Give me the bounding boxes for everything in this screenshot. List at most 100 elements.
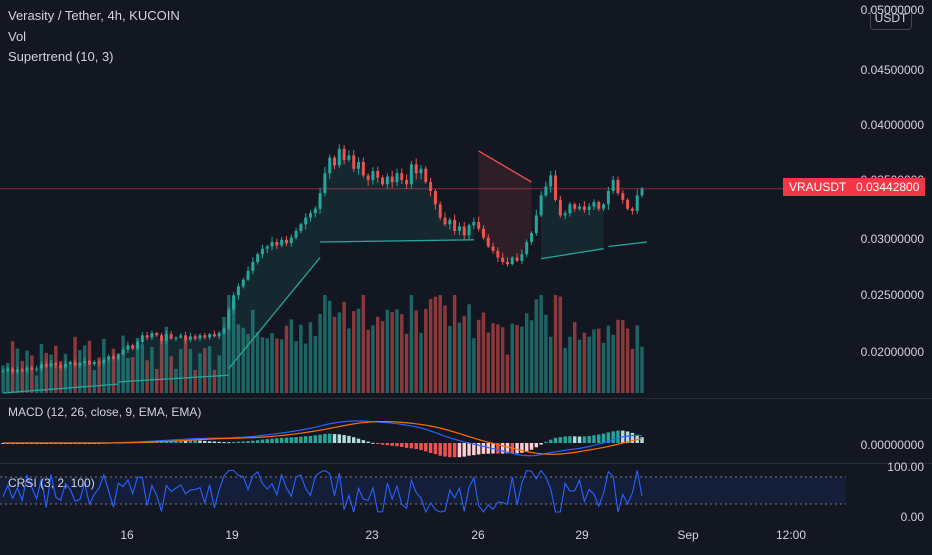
- volume-bar: [299, 324, 303, 393]
- candle-body: [73, 361, 77, 366]
- currency-button[interactable]: USDT: [870, 6, 912, 30]
- volume-layer: [1, 295, 644, 393]
- crsi-indicator-label[interactable]: CRSI (3, 2, 100): [8, 476, 95, 490]
- supertrend-fill: [3, 354, 119, 393]
- candle-body: [140, 335, 144, 342]
- volume-bar: [597, 328, 601, 393]
- candle-body: [616, 179, 620, 194]
- macd-histogram-bar: [558, 437, 563, 443]
- candle-body: [395, 173, 399, 183]
- candle-body: [169, 334, 173, 339]
- candle-body: [501, 257, 505, 263]
- candle-body: [39, 364, 43, 369]
- macd-histogram-bar: [323, 433, 327, 443]
- volume-bar: [553, 295, 558, 393]
- volume-bar: [203, 348, 207, 393]
- candle-body: [284, 239, 288, 244]
- macd-histogram-bar: [587, 435, 591, 443]
- volume-bar: [404, 333, 409, 393]
- macd-histogram-bar: [577, 436, 582, 443]
- candle-body: [212, 334, 216, 337]
- volume-bar: [121, 335, 125, 393]
- volume-bar: [30, 355, 34, 393]
- macd-histogram-bar: [188, 440, 193, 443]
- volume-bar: [188, 349, 193, 393]
- volume-bar: [616, 319, 620, 393]
- macd-histogram-bar: [448, 443, 452, 458]
- macd-histogram-bar: [548, 439, 553, 443]
- candle-body: [222, 328, 226, 334]
- macd-histogram-bar: [496, 443, 500, 454]
- candle-body: [457, 226, 461, 231]
- volume-bar: [361, 295, 366, 393]
- candle-body: [568, 204, 572, 214]
- candle-body: [534, 215, 538, 234]
- volume-bar: [327, 300, 332, 393]
- volume-indicator-label[interactable]: Vol: [8, 29, 27, 44]
- macd-histogram-bar: [342, 435, 346, 443]
- time-tick-label: 19: [225, 528, 239, 542]
- volume-bar: [241, 327, 245, 393]
- candle-body: [337, 148, 341, 166]
- macd-histogram-bar: [529, 443, 534, 450]
- volume-bar: [568, 336, 572, 393]
- macd-histogram-bar: [606, 432, 611, 443]
- macd-histogram-bar: [174, 440, 178, 443]
- volume-bar: [294, 341, 298, 393]
- candle-body: [270, 242, 274, 247]
- candle-body: [472, 222, 476, 226]
- candle-body: [251, 262, 255, 271]
- macd-histogram-bar: [227, 442, 231, 444]
- macd-histogram-bar: [395, 443, 399, 447]
- volume-bar: [400, 314, 404, 393]
- macd-histogram-bar: [356, 438, 361, 443]
- macd-histogram-bar: [457, 443, 462, 458]
- volume-bar: [44, 352, 48, 393]
- macd-histogram-bar: [183, 440, 188, 443]
- volume-bar: [236, 324, 241, 393]
- volume-bar: [265, 338, 269, 393]
- volume-bar: [174, 368, 178, 393]
- macd-histogram-bar: [385, 443, 390, 446]
- volume-bar: [539, 295, 543, 393]
- volume-bar: [529, 320, 534, 393]
- volume-bar: [606, 325, 611, 393]
- macd-histogram-bar: [376, 443, 380, 444]
- candle-body: [366, 175, 370, 180]
- volume-bar: [279, 339, 284, 393]
- crsi-axis-top-label: 100.00: [887, 460, 924, 474]
- volume-bar: [198, 353, 202, 393]
- volume-bar: [246, 334, 250, 393]
- volume-bar: [390, 312, 394, 393]
- candle-body: [602, 204, 606, 209]
- volume-bar: [515, 325, 519, 393]
- macd-histogram-bar: [582, 436, 587, 443]
- macd-histogram-bar: [611, 431, 615, 443]
- volume-bar: [308, 322, 313, 393]
- candle-body: [477, 222, 481, 229]
- volume-bar: [534, 299, 539, 393]
- macd-histogram-bar: [303, 436, 308, 443]
- volume-bar: [544, 314, 548, 393]
- volume-bar: [380, 321, 385, 393]
- price-tick-label: 0.02000000: [860, 345, 924, 359]
- macd-histogram-bar: [568, 436, 572, 443]
- candle-body: [188, 336, 192, 340]
- macd-histogram-bar: [433, 443, 438, 455]
- candle-body: [486, 237, 490, 247]
- symbol-title[interactable]: Verasity / Tether, 4h, KUCOIN: [8, 8, 180, 23]
- macd-histogram-bar: [246, 441, 250, 443]
- supertrend-indicator-label[interactable]: Supertrend (10, 3): [8, 49, 114, 64]
- macd-indicator-label[interactable]: MACD (12, 26, close, 9, EMA, EMA): [8, 405, 202, 419]
- macd-histogram-bar: [351, 437, 356, 443]
- macd-histogram-bar: [597, 434, 601, 443]
- macd-histogram-bar: [313, 435, 318, 443]
- candle-body: [630, 208, 634, 211]
- macd-histogram-bar: [193, 440, 197, 443]
- macd-histogram-bar: [438, 443, 442, 456]
- volume-bar: [395, 309, 399, 393]
- grid-layer: [0, 188, 932, 464]
- volume-bar: [92, 370, 97, 393]
- candle-layer: [1, 144, 644, 375]
